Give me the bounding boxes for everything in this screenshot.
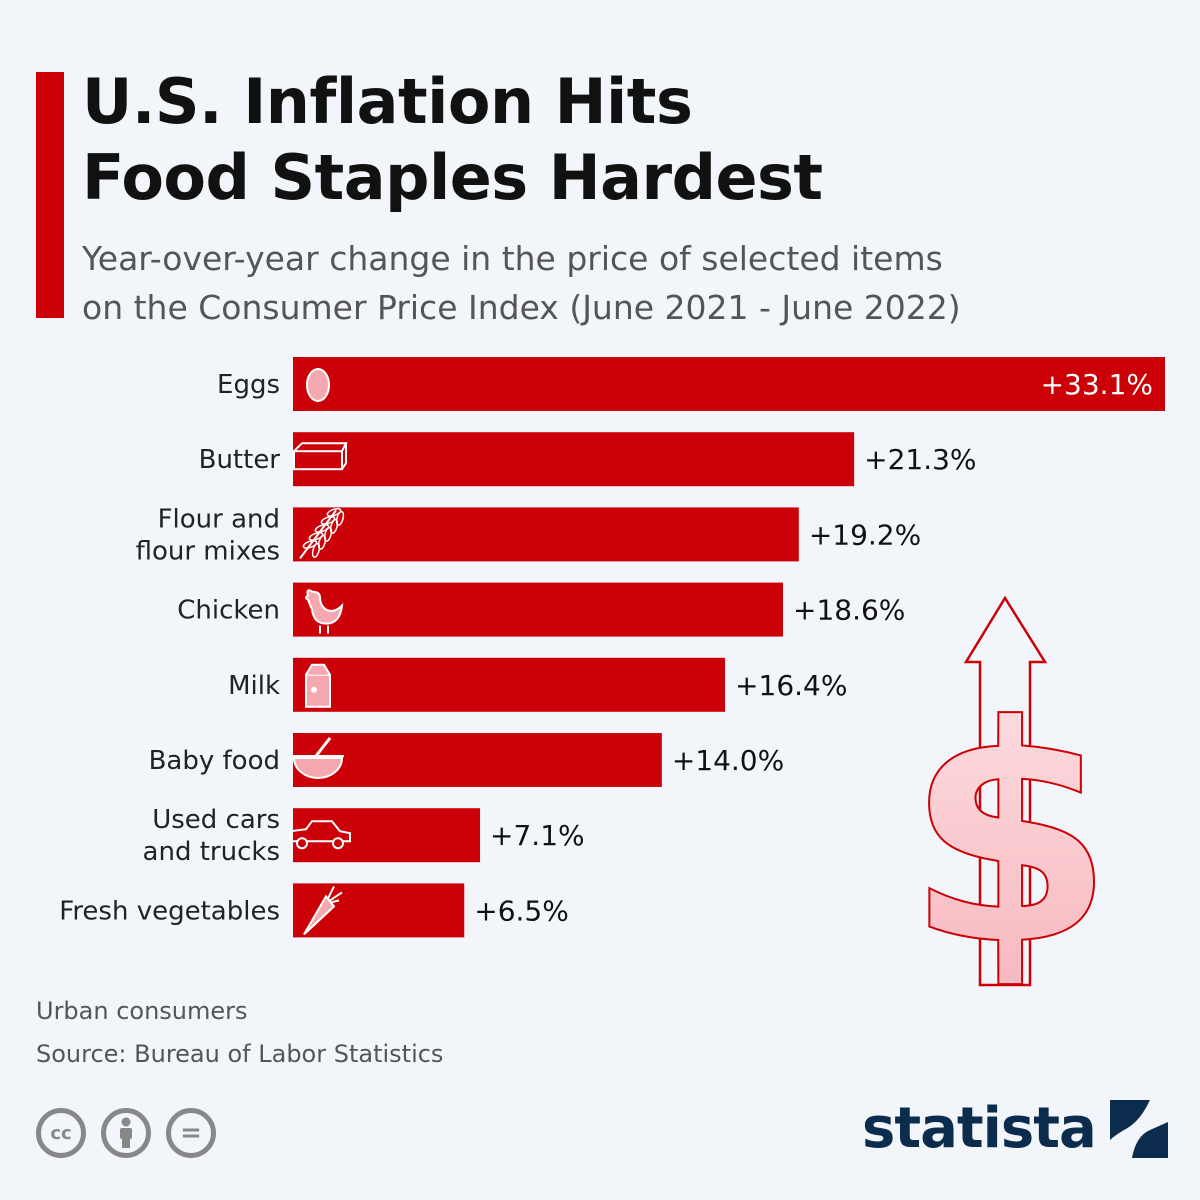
- car-icon: [289, 820, 351, 850]
- bar-row: Baby food +14.0%: [149, 733, 784, 787]
- license-icons: cc =: [36, 1108, 216, 1158]
- value-label: +33.1%: [1041, 368, 1153, 401]
- value-label: +18.6%: [793, 594, 905, 627]
- chicken-icon: [305, 589, 344, 634]
- butter-icon: [293, 442, 348, 471]
- value-label: +14.0%: [672, 744, 784, 777]
- chart-notes: Urban consumers Source: Bureau of Labor …: [36, 990, 443, 1076]
- bar-row: Eggs +33.1%: [217, 357, 1165, 411]
- dollar-arrow-decoration: $: [905, 595, 1115, 990]
- bar: [293, 357, 1165, 411]
- bowl-icon: [292, 737, 344, 779]
- category-label: Eggs: [217, 370, 280, 400]
- bar: [293, 657, 726, 712]
- bar: [293, 808, 481, 863]
- category-label: Baby food: [149, 746, 280, 776]
- category-label: Flour and flour mixes: [136, 504, 280, 566]
- wheat-icon: [299, 507, 345, 560]
- category-label: Fresh vegetables: [59, 896, 280, 926]
- category-label: Chicken: [177, 596, 280, 626]
- bar-row: Flour and flour mixes +19.2%: [136, 504, 922, 566]
- bar-row: Chicken +18.6%: [177, 582, 905, 637]
- value-label: +16.4%: [735, 669, 847, 702]
- category-label: Used cars and trucks: [143, 805, 280, 867]
- milk-carton-icon: [305, 663, 331, 708]
- bar-row: Used cars and trucks +7.1%: [143, 805, 585, 867]
- value-label: +21.3%: [864, 443, 976, 476]
- chart-subtitle: Year-over-year change in the price of se…: [82, 239, 961, 327]
- person-icon: [120, 1117, 132, 1148]
- bar: [293, 582, 784, 637]
- bar-row: Milk +16.4%: [228, 657, 847, 712]
- value-label: +7.1%: [490, 819, 585, 852]
- statista-brand[interactable]: statista: [862, 1094, 1168, 1164]
- bar-row: Butter +21.3%: [199, 432, 977, 487]
- category-label: Butter: [199, 445, 281, 475]
- value-label: +19.2%: [809, 518, 921, 551]
- egg-icon: [306, 368, 330, 402]
- statista-logo-icon: [1109, 1100, 1168, 1158]
- no-derivatives-icon[interactable]: =: [166, 1108, 216, 1158]
- bar: [293, 507, 799, 562]
- title-accent-bar: [36, 72, 64, 318]
- brand-name: statista: [862, 1096, 1097, 1161]
- bar-chart: $ Eggs +33.1% Butter +21.3% Flour and flour m…: [59, 357, 1165, 990]
- bar: [293, 733, 662, 787]
- carrot-icon: [303, 885, 343, 936]
- dollar-sign-icon: $: [906, 662, 1115, 990]
- source-text: Source: Bureau of Labor Statistics: [36, 1040, 444, 1068]
- value-label: +6.5%: [474, 894, 569, 927]
- cc-icon[interactable]: cc: [36, 1108, 86, 1158]
- attribution-icon[interactable]: [101, 1108, 151, 1158]
- category-label: Milk: [228, 671, 280, 701]
- chart-title: U.S. Inflation Hits Food Staples Hardest: [82, 65, 823, 214]
- up-arrow-icon: [963, 595, 1048, 987]
- note-text: Urban consumers: [36, 997, 248, 1025]
- bar-row: Fresh vegetables +6.5%: [59, 883, 569, 938]
- bar: [293, 432, 855, 487]
